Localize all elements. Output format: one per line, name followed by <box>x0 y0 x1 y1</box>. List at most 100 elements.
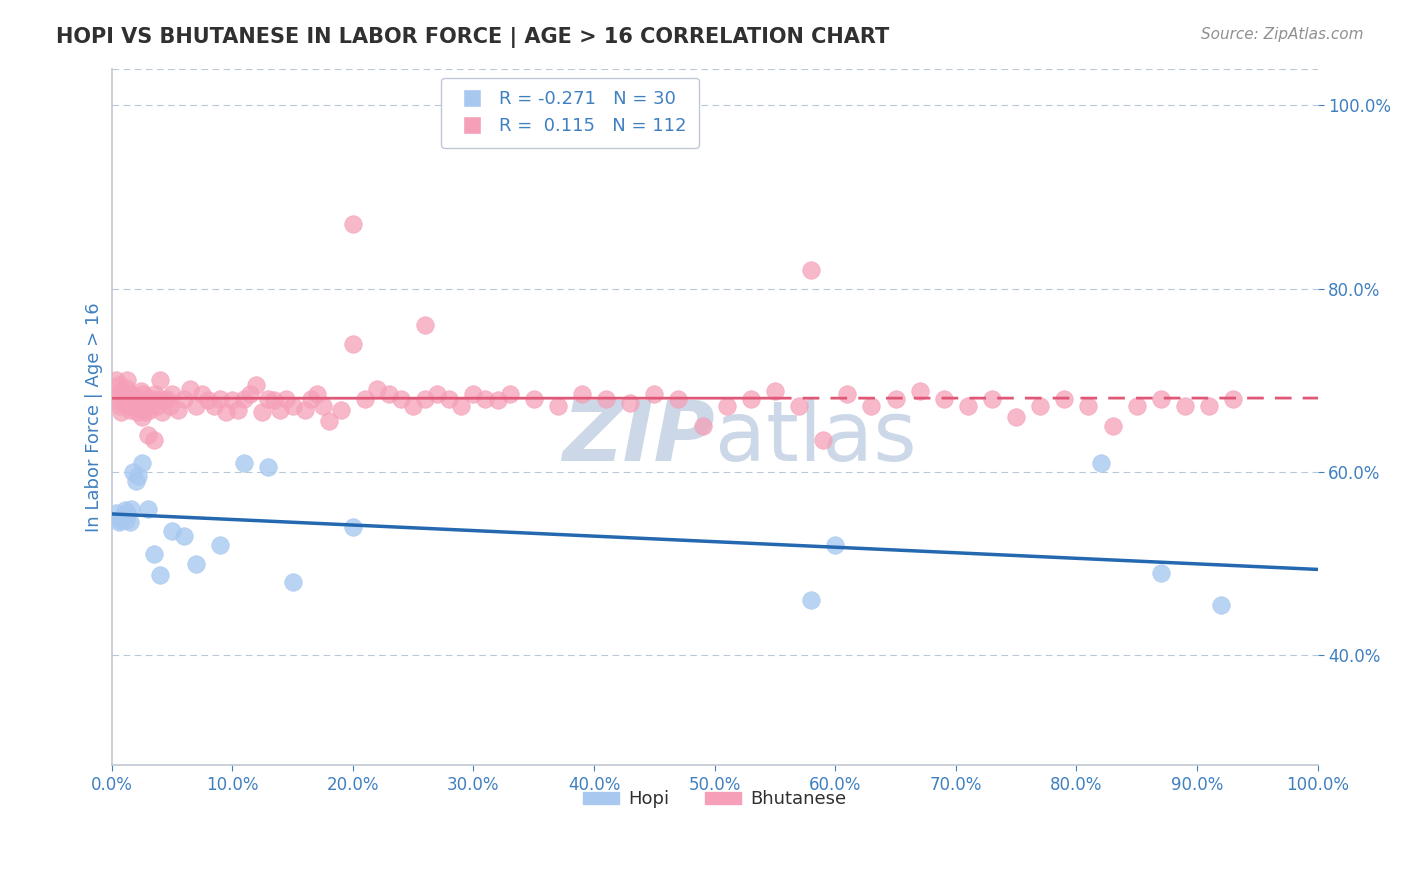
Point <box>245 377 267 392</box>
Point <box>118 402 141 417</box>
Point <box>209 392 232 406</box>
Point <box>956 399 979 413</box>
Point <box>117 373 139 387</box>
Point <box>129 384 152 399</box>
Point <box>1005 409 1028 424</box>
Text: atlas: atlas <box>714 397 917 478</box>
Point <box>191 387 214 401</box>
Point <box>136 396 159 410</box>
Point <box>763 384 786 399</box>
Point <box>643 387 665 401</box>
Point <box>111 510 134 524</box>
Point <box>104 392 127 406</box>
Point <box>115 512 138 526</box>
Point <box>811 433 834 447</box>
Point <box>146 399 169 413</box>
Point <box>184 557 207 571</box>
Point <box>668 392 690 406</box>
Point <box>276 392 298 406</box>
Point <box>143 387 166 401</box>
Point <box>153 393 176 408</box>
Point <box>884 392 907 406</box>
Point <box>474 392 496 406</box>
Point <box>184 399 207 413</box>
Point <box>1090 456 1112 470</box>
Point <box>413 318 436 333</box>
Point <box>257 392 280 406</box>
Point <box>131 456 153 470</box>
Point <box>112 396 135 410</box>
Point <box>342 218 364 232</box>
Point <box>342 520 364 534</box>
Point <box>498 387 520 401</box>
Point <box>311 399 333 413</box>
Point <box>787 399 810 413</box>
Point <box>1222 392 1244 406</box>
Point <box>202 399 225 413</box>
Point <box>125 401 148 415</box>
Point <box>450 399 472 413</box>
Point <box>142 433 165 447</box>
Point <box>740 392 762 406</box>
Point <box>226 402 249 417</box>
Point <box>167 402 190 417</box>
Point <box>305 387 328 401</box>
Point <box>1150 566 1173 580</box>
Point <box>159 399 181 413</box>
Point <box>131 409 153 424</box>
Point <box>299 392 322 406</box>
Point <box>122 392 145 406</box>
Point <box>173 392 195 406</box>
Point <box>233 456 256 470</box>
Point <box>439 392 461 406</box>
Point <box>108 399 131 413</box>
Point <box>239 387 262 401</box>
Point <box>215 405 238 419</box>
Point <box>149 567 172 582</box>
Point <box>252 405 274 419</box>
Point <box>120 399 142 413</box>
Point <box>318 414 340 428</box>
Point <box>294 402 316 417</box>
Point <box>426 387 449 401</box>
Text: ZIP: ZIP <box>562 397 714 478</box>
Point <box>110 405 132 419</box>
Point <box>117 393 139 408</box>
Point <box>486 393 509 408</box>
Point <box>389 392 412 406</box>
Point <box>115 380 138 394</box>
Point <box>932 392 955 406</box>
Point <box>136 501 159 516</box>
Point <box>142 547 165 561</box>
Point <box>366 383 388 397</box>
Point <box>118 516 141 530</box>
Point <box>128 392 150 406</box>
Point <box>692 419 714 434</box>
Point <box>125 474 148 488</box>
Point <box>908 384 931 399</box>
Point <box>233 392 256 406</box>
Point <box>149 373 172 387</box>
Point <box>1209 598 1232 612</box>
Point <box>173 529 195 543</box>
Point <box>824 538 846 552</box>
Point <box>269 402 291 417</box>
Point <box>160 387 183 401</box>
Point <box>800 263 823 277</box>
Point <box>257 460 280 475</box>
Text: Source: ZipAtlas.com: Source: ZipAtlas.com <box>1201 27 1364 42</box>
Point <box>263 393 285 408</box>
Point <box>800 593 823 607</box>
Point <box>378 387 401 401</box>
Point <box>121 387 143 401</box>
Point <box>1077 399 1099 413</box>
Point <box>136 428 159 442</box>
Point <box>342 336 364 351</box>
Text: HOPI VS BHUTANESE IN LABOR FORCE | AGE > 16 CORRELATION CHART: HOPI VS BHUTANESE IN LABOR FORCE | AGE >… <box>56 27 890 48</box>
Point <box>1053 392 1076 406</box>
Point <box>134 405 156 419</box>
Point <box>197 393 219 408</box>
Point <box>281 399 304 413</box>
Point <box>105 373 128 387</box>
Point <box>134 399 156 413</box>
